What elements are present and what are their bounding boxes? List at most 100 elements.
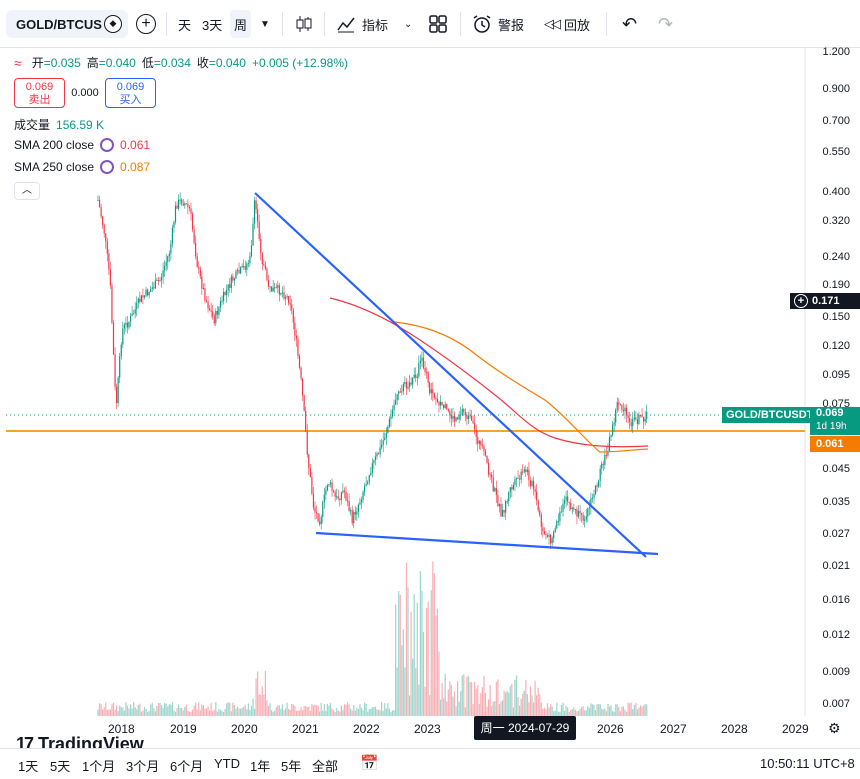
volume-bar xyxy=(624,709,626,716)
volume-bar xyxy=(632,709,634,716)
volume-bar xyxy=(455,706,457,716)
volume-bar xyxy=(422,632,425,716)
chart-pane[interactable]: 17 TradingView xyxy=(0,48,860,754)
volume-bar xyxy=(554,710,556,716)
candle-body xyxy=(632,418,634,427)
candle-body xyxy=(584,519,586,521)
volume-bar xyxy=(413,593,415,716)
interval-1w-label: 周 xyxy=(234,17,248,33)
candle-body xyxy=(415,374,417,378)
volume-bar xyxy=(480,693,482,716)
interval-dropdown[interactable]: ▼ xyxy=(260,0,270,48)
change-value: +0.005 (+12.98%) xyxy=(251,55,349,70)
volume-bar xyxy=(483,675,485,716)
range-button[interactable]: YTD xyxy=(214,756,240,771)
volume-bar xyxy=(187,710,189,716)
plus-icon[interactable]: + xyxy=(794,294,808,308)
sell-button[interactable]: 0.069 卖出 xyxy=(14,78,65,108)
clock[interactable]: 10:50:11 UTC+8 xyxy=(760,756,855,771)
layout-button[interactable] xyxy=(428,0,448,48)
volume-bar xyxy=(550,704,552,716)
settings-button[interactable]: ⚙ xyxy=(828,720,841,737)
candle-body xyxy=(641,415,643,417)
volume-indicator-legend[interactable]: 成交量 156.59 K xyxy=(14,116,104,133)
candle-body xyxy=(174,205,177,222)
candle-body xyxy=(212,311,214,317)
range-button[interactable]: 1个月 xyxy=(82,759,116,774)
volume-bar xyxy=(398,591,400,716)
candle-body xyxy=(565,496,567,501)
compare-button[interactable]: + xyxy=(136,0,156,48)
bar-countdown: 1d 19h xyxy=(816,421,847,432)
candle-body xyxy=(379,447,381,455)
goto-date-button[interactable]: 📅 xyxy=(360,754,379,772)
candle-body xyxy=(512,484,514,490)
buy-button[interactable]: 0.069 买入 xyxy=(105,78,156,108)
symbol-search-button[interactable]: GOLD/BTCUS ◆ xyxy=(6,10,128,38)
undo-icon: ↶ xyxy=(622,13,638,34)
volume-bar xyxy=(404,667,406,716)
volume-bar xyxy=(526,694,528,716)
volume-bar xyxy=(333,710,335,716)
sma250-indicator-legend[interactable]: SMA 250 close 0.087 xyxy=(14,160,150,174)
chart-canvas[interactable] xyxy=(0,48,860,748)
undo-button[interactable]: ↶ xyxy=(622,0,637,48)
candle-body xyxy=(438,402,440,406)
volume-bar xyxy=(523,690,525,716)
redo-button[interactable]: ↷ xyxy=(658,0,673,48)
range-button[interactable]: 1天 xyxy=(18,759,39,774)
volume-bar xyxy=(514,679,516,716)
legend-collapse-button[interactable]: ︿ xyxy=(14,182,40,200)
volume-bar xyxy=(249,709,251,716)
candle-body xyxy=(563,500,566,504)
candle-body xyxy=(644,418,646,422)
support-trendline xyxy=(315,531,659,556)
candle-body xyxy=(376,453,378,457)
interval-1w-button[interactable]: 周 xyxy=(230,10,252,38)
candle-body xyxy=(405,382,408,389)
range-button[interactable]: 6个月 xyxy=(170,759,204,774)
range-button[interactable]: 全部 xyxy=(312,759,339,774)
indicators-dropdown[interactable]: ⌄ xyxy=(404,0,412,48)
toolbar-divider xyxy=(606,12,607,36)
price-tick-label: 0.007 xyxy=(822,698,850,710)
sma250-label: SMA 250 close xyxy=(14,160,95,174)
range-button[interactable]: 5年 xyxy=(281,759,302,774)
candle-body xyxy=(612,424,614,436)
volume-bar xyxy=(323,703,325,716)
volume-bar xyxy=(371,707,373,716)
volume-bar xyxy=(639,705,642,716)
candle-body xyxy=(367,481,369,484)
range-button[interactable]: 3个月 xyxy=(126,759,160,774)
candle-body xyxy=(235,271,237,279)
candle-body xyxy=(233,278,235,281)
candle-body xyxy=(123,324,125,329)
symbol-info-icon[interactable]: ◆ xyxy=(104,15,122,33)
volume-bar xyxy=(419,571,421,716)
sma200-indicator-legend[interactable]: SMA 200 close 0.061 xyxy=(14,138,150,152)
candle-body xyxy=(408,382,411,387)
indicators-button[interactable]: 指标 xyxy=(336,0,388,48)
volume-bar xyxy=(615,704,617,716)
chart-type-button[interactable] xyxy=(294,0,314,48)
alert-button[interactable]: 警报 xyxy=(472,0,524,48)
volume-bar xyxy=(542,708,544,716)
time-tick-label: 2027 xyxy=(660,722,687,736)
volume-bar xyxy=(429,695,431,716)
last-price-tag: 0.069 1d 19h xyxy=(810,407,860,435)
candle-body xyxy=(475,429,477,438)
range-button[interactable]: 1年 xyxy=(250,759,271,774)
candle-body xyxy=(605,454,607,456)
toolbar-divider xyxy=(282,12,283,36)
replay-button[interactable]: ◁◁ 回放 xyxy=(544,0,590,48)
interval-1d-button[interactable]: 天 xyxy=(178,0,191,48)
range-button[interactable]: 5天 xyxy=(50,759,71,774)
volume-bar xyxy=(436,608,439,716)
volume-bar xyxy=(255,678,257,716)
interval-3d-button[interactable]: 3天 xyxy=(202,0,222,48)
price-tick-label: 0.190 xyxy=(822,279,850,291)
volume-bar xyxy=(114,709,116,716)
volume-bar xyxy=(174,711,177,716)
candles xyxy=(97,192,648,549)
volume-bar xyxy=(264,670,266,716)
